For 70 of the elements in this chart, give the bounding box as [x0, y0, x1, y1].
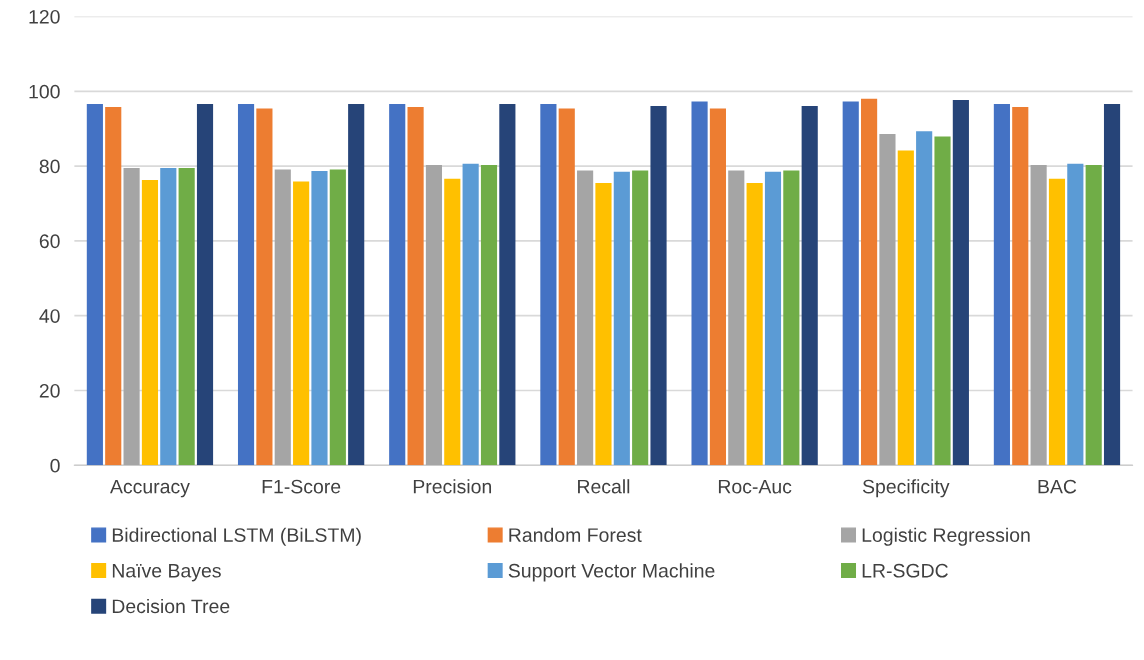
bar [1085, 164, 1102, 466]
bar [709, 108, 726, 466]
legend-label: LR-SGDC [862, 563, 948, 578]
y-tick-label: 120 [29, 9, 60, 24]
bar [916, 131, 933, 466]
bar [256, 108, 273, 466]
legend-label: Logistic Regression [862, 527, 1030, 546]
bar [123, 167, 140, 466]
bar [993, 104, 1010, 466]
bar [141, 179, 159, 466]
bar [952, 99, 969, 466]
bar [1030, 164, 1047, 466]
x-tick-label: Specificity [862, 479, 950, 498]
bar [558, 108, 575, 466]
bar [861, 98, 878, 466]
bar [407, 107, 424, 466]
bar [329, 169, 346, 466]
bar [595, 182, 612, 466]
bar [934, 136, 951, 466]
bar [1067, 163, 1084, 466]
bar [632, 170, 649, 466]
bar [178, 167, 195, 466]
bar [425, 164, 443, 466]
y-tick-label: 100 [29, 84, 60, 99]
bar [783, 170, 800, 466]
bar [577, 170, 594, 466]
bar [462, 163, 479, 466]
legend-label: Decision Tree [112, 598, 230, 614]
x-tick-label: Roc-Auc [718, 479, 792, 494]
bar [1103, 104, 1121, 466]
bar [274, 169, 291, 466]
legend-label: Bidirectional LSTM (BiLSTM) [112, 527, 361, 546]
bar [897, 150, 914, 466]
bar [196, 104, 214, 466]
bar [728, 170, 745, 466]
bar [613, 171, 630, 466]
bar [650, 105, 667, 466]
bar [237, 104, 255, 466]
legend-label: Support Vector Machine [508, 563, 715, 582]
bar [540, 104, 557, 466]
bar [746, 182, 763, 466]
bar [801, 105, 818, 466]
legend-label: Naïve Bayes [112, 564, 221, 582]
bar [480, 164, 498, 466]
bar [86, 104, 103, 466]
bar [1012, 107, 1029, 466]
bar [311, 170, 328, 466]
x-tick-label: F1-Score [262, 479, 341, 494]
bar [105, 107, 122, 466]
y-tick-label: 20 [39, 383, 60, 398]
bar [1048, 178, 1066, 466]
y-tick-label: 80 [39, 159, 60, 174]
bar [160, 167, 177, 466]
bar [348, 104, 365, 466]
x-tick-label: Precision [413, 479, 492, 494]
x-tick-label: Recall [578, 479, 630, 494]
bar [764, 171, 782, 466]
y-tick-label: 40 [39, 309, 60, 323]
y-tick-label: 60 [39, 234, 60, 249]
x-tick-label: Accuracy [110, 479, 190, 498]
bar [444, 178, 461, 466]
bar [499, 104, 516, 466]
bar [293, 181, 310, 466]
bar [842, 101, 859, 466]
bar [389, 104, 406, 466]
y-tick-label: 0 [50, 458, 60, 473]
x-tick-label: BAC [1038, 479, 1077, 494]
bar [691, 101, 708, 466]
bar [879, 133, 896, 466]
legend-label: Random Forest [509, 527, 642, 542]
